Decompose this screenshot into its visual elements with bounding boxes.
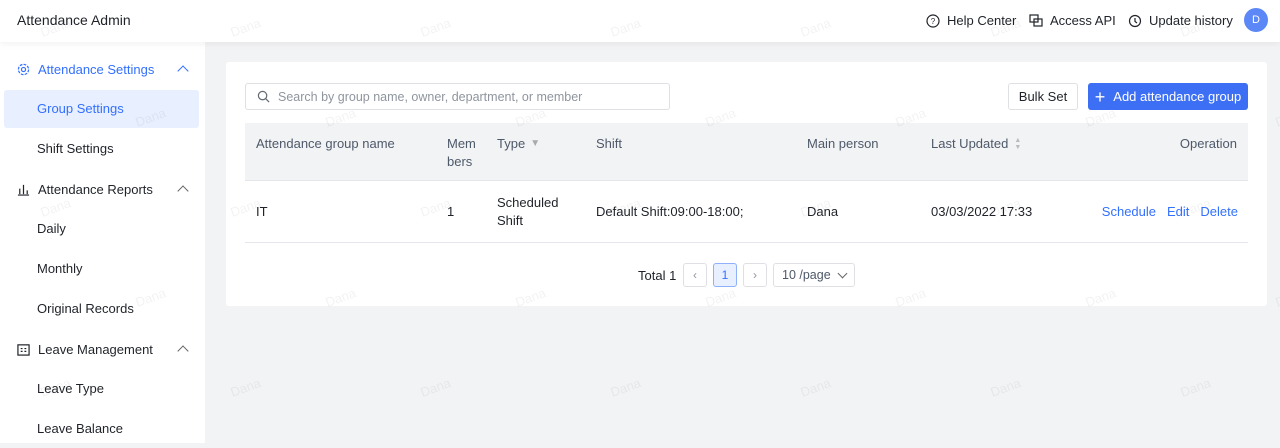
delete-link[interactable]: Delete (1200, 204, 1238, 219)
app-title: Attendance Admin (17, 12, 131, 28)
top-header: Attendance Admin ? Help Center Access AP… (0, 0, 1280, 42)
col-shift: Shift (596, 136, 623, 151)
help-center-link[interactable]: ? Help Center (926, 13, 1016, 28)
calendar-icon (17, 344, 30, 356)
sidebar-item-original-records[interactable]: Original Records (37, 301, 134, 316)
watermark: Dana (1178, 375, 1213, 400)
watermark: Dana (798, 375, 833, 400)
sidebar-section-leave-management[interactable]: Leave Management (17, 342, 189, 357)
search-icon (257, 90, 270, 103)
pagination-total: Total 1 (638, 267, 677, 283)
search-input[interactable]: Search by group name, owner, department,… (245, 83, 670, 110)
cell-last-updated: 03/03/2022 17:33 (931, 204, 1033, 219)
schedule-link[interactable]: Schedule (1101, 204, 1157, 219)
add-label: Add attendance group (1113, 89, 1242, 104)
search-placeholder: Search by group name, owner, department,… (278, 89, 583, 104)
help-center-label: Help Center (947, 13, 1017, 28)
cell-members: 1 (447, 204, 455, 219)
page-size-select[interactable]: 10 /page (773, 263, 855, 287)
plus-icon: + (1094, 86, 1106, 107)
col-members: Mem bers (447, 136, 476, 169)
sort-icon[interactable]: ▲ ▼ (1014, 137, 1022, 151)
edit-link[interactable]: Edit (1167, 204, 1190, 219)
sidebar-section-attendance-reports[interactable]: Attendance Reports (17, 182, 189, 197)
help-icon: ? (926, 13, 940, 28)
watermark: Dana (1273, 285, 1280, 310)
sidebar: Attendance Settings Group Settings Shift… (0, 42, 205, 443)
col-operation: Operation (1179, 136, 1237, 151)
section-label: Leave Management (38, 342, 153, 357)
sidebar-item-shift-settings[interactable]: Shift Settings (37, 141, 114, 156)
sidebar-item-daily[interactable]: Daily (37, 221, 66, 236)
cell-operations: Schedule Edit Delete (1102, 203, 1238, 221)
table-header: Attendance group name Mem bers Type ▼ Shi… (245, 123, 1248, 180)
svg-text:?: ? (931, 17, 936, 26)
access-api-link[interactable]: Access API (1029, 13, 1116, 28)
cell-shift: Default Shift:09:00-18:00; (596, 204, 744, 219)
chevron-down-icon (837, 268, 848, 279)
sidebar-item-leave-balance[interactable]: Leave Balance (37, 421, 124, 436)
watermark: Dana (228, 375, 263, 400)
col-last-updated[interactable]: Last Updated ▲ ▼ (931, 135, 1021, 153)
sidebar-item-monthly[interactable]: Monthly (37, 261, 83, 276)
cell-name: IT (256, 204, 268, 219)
access-api-label: Access API (1050, 13, 1116, 28)
watermark: Dana (418, 375, 453, 400)
col-name: Attendance group name (256, 136, 395, 151)
add-attendance-group-button[interactable]: + Add attendance group (1088, 83, 1248, 110)
table-row: IT 1 Scheduled Shift Default Shift:09:00… (245, 180, 1248, 243)
watermark: Dana (1273, 105, 1280, 130)
prev-page-button[interactable]: ‹ (683, 263, 707, 287)
filter-icon[interactable]: ▼ (530, 138, 541, 149)
sidebar-item-group-settings[interactable]: Group Settings (4, 90, 199, 128)
gear-icon (17, 63, 30, 76)
chevron-up-icon (177, 345, 189, 357)
bulk-set-button[interactable]: Bulk Set (1008, 83, 1078, 110)
bar-chart-icon (17, 184, 30, 196)
page-1-button[interactable]: 1 (713, 263, 737, 287)
cell-type: Scheduled Shift (497, 195, 559, 228)
sidebar-section-attendance-settings[interactable]: Attendance Settings (17, 62, 189, 77)
col-type-label: Type (497, 136, 526, 151)
watermark: Dana (608, 375, 643, 400)
update-history-link[interactable]: Update history (1128, 13, 1233, 28)
history-icon (1128, 14, 1142, 27)
group-settings-card: Search by group name, owner, department,… (226, 62, 1267, 306)
col-type[interactable]: Type ▼ (497, 135, 540, 153)
col-last-updated-label: Last Updated (931, 136, 1009, 151)
chevron-up-icon (177, 65, 189, 77)
update-history-label: Update history (1149, 13, 1233, 28)
avatar[interactable]: D (1244, 8, 1268, 32)
cell-main-person: Dana (807, 204, 839, 219)
col-main-person: Main person (807, 136, 879, 151)
next-page-button[interactable]: › (743, 263, 767, 287)
chevron-up-icon (177, 185, 189, 197)
section-label: Attendance Reports (38, 182, 153, 197)
sidebar-item-leave-type[interactable]: Leave Type (37, 381, 104, 396)
api-icon (1029, 13, 1043, 27)
watermark: Dana (988, 375, 1023, 400)
page-size-value: 10 /page (782, 268, 831, 282)
section-label: Attendance Settings (38, 62, 155, 77)
